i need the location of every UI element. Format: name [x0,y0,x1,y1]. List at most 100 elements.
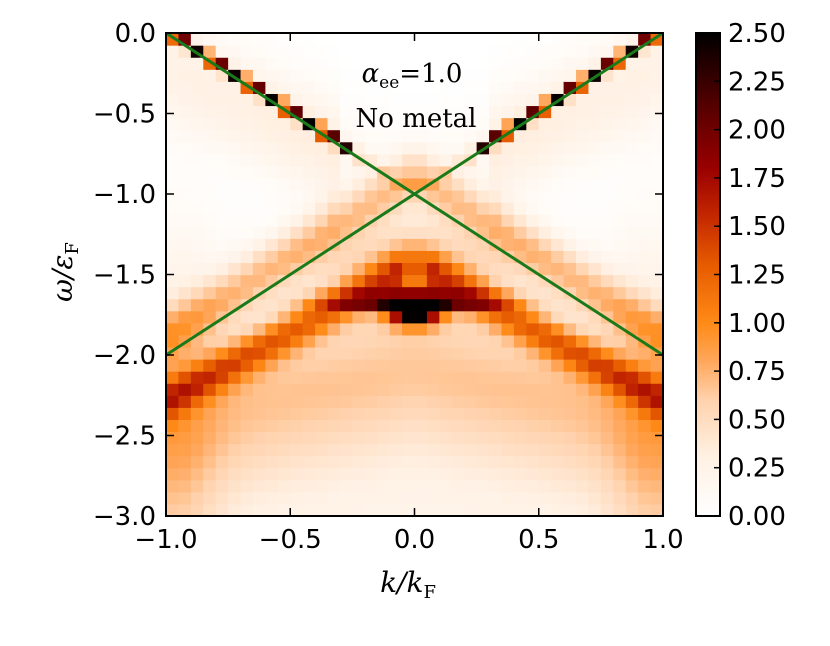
heatmap-cell [563,503,577,516]
heatmap-cell [414,371,428,384]
heatmap-cell [290,467,304,481]
heatmap-cell [501,322,515,336]
heatmap-cell [501,286,515,300]
heatmap-cell [265,407,279,420]
heatmap-cell [302,33,316,46]
heatmap-cell [526,226,540,239]
heatmap-cell [588,153,602,167]
heatmap-cell [538,165,552,179]
heatmap-cell [625,177,639,191]
heatmap-cell [190,298,204,312]
heatmap-cell [551,491,565,505]
heatmap-cell [414,455,428,469]
heatmap-cell [600,395,614,408]
heatmap-cell [190,153,204,167]
heatmap-cell [439,177,453,191]
heatmap-cell [265,371,279,384]
heatmap-cell [203,395,217,408]
heatmap-cell [588,479,602,493]
heatmap-cell [190,443,204,457]
heatmap-cell [489,69,503,82]
heatmap-cell [625,57,639,70]
heatmap-cell [240,69,254,82]
heatmap-cell [252,359,266,372]
heatmap-cell [178,503,192,516]
heatmap-cell [190,479,204,493]
heatmap-cell [352,503,366,516]
heatmap-cell [166,395,180,408]
heatmap-cell [476,57,490,70]
heatmap-cell [513,202,527,215]
heatmap-cell [451,129,465,143]
heatmap-cell [203,202,217,215]
heatmap-cell [513,93,527,107]
heatmap-cell [538,226,552,239]
heatmap-cell [166,298,180,312]
heatmap-cell [551,105,565,119]
heatmap-cell [576,443,590,457]
heatmap-cell [302,214,316,227]
heatmap-cell [352,262,366,276]
heatmap-cell [352,310,366,324]
heatmap-cell [426,443,440,457]
heatmap-cell [600,226,614,239]
heatmap-cell [588,214,602,227]
heatmap-cell [538,395,552,408]
heatmap-cell [252,298,266,312]
heatmap-cell [203,177,217,191]
heatmap-cell [215,165,229,179]
heatmap-cell [327,81,341,94]
heatmap-cell [377,383,391,396]
heatmap-cell [315,322,329,336]
heatmap-cell [389,189,403,203]
heatmap-cell [489,467,503,481]
heatmap-cell [190,491,204,505]
heatmap-cell [290,189,304,203]
heatmap-cell [501,177,515,191]
heatmap-cell [265,491,279,505]
heatmap-cell [576,467,590,481]
heatmap-cell [414,226,428,239]
heatmap-cell [315,105,329,119]
heatmap-cell [538,202,552,215]
heatmap-cell [464,250,478,264]
heatmap-cell [302,298,316,312]
heatmap-cell [315,226,329,239]
heatmap-cell [364,189,378,203]
heatmap-cell [178,371,192,384]
heatmap-cell [389,262,403,276]
heatmap-cell [315,310,329,324]
heatmap-cell [364,491,378,505]
heatmap-cell [414,359,428,372]
heatmap-cell [339,419,353,433]
heatmap-cell [377,407,391,420]
heatmap-cell [252,395,266,408]
heatmap-cell [563,105,577,119]
heatmap-cell [588,262,602,276]
colorbar-tick-label: 1.00 [728,309,786,339]
heatmap-cell [402,383,416,396]
heatmap-cell [638,262,652,276]
heatmap-cell [228,129,242,143]
heatmap-cell [476,202,490,215]
heatmap-cell [451,491,465,505]
heatmap-cell [339,431,353,445]
heatmap-cell [638,250,652,264]
heatmap-cell [364,105,378,119]
heatmap-cell [650,214,663,227]
heatmap-cell [451,479,465,493]
heatmap-cell [389,419,403,433]
heatmap-cell [563,250,577,264]
heatmap-cell [327,45,341,58]
heatmap-cell [215,298,229,312]
heatmap-cell [489,383,503,396]
heatmap-cell [650,226,663,239]
heatmap-cell [588,189,602,203]
heatmap-cell [277,129,291,143]
heatmap-cell [228,81,242,94]
heatmap-cell [588,57,602,70]
heatmap-cell [600,117,614,131]
heatmap-cell [389,503,403,516]
heatmap-cell [600,274,614,288]
x-tick-label: 0.0 [394,525,435,555]
